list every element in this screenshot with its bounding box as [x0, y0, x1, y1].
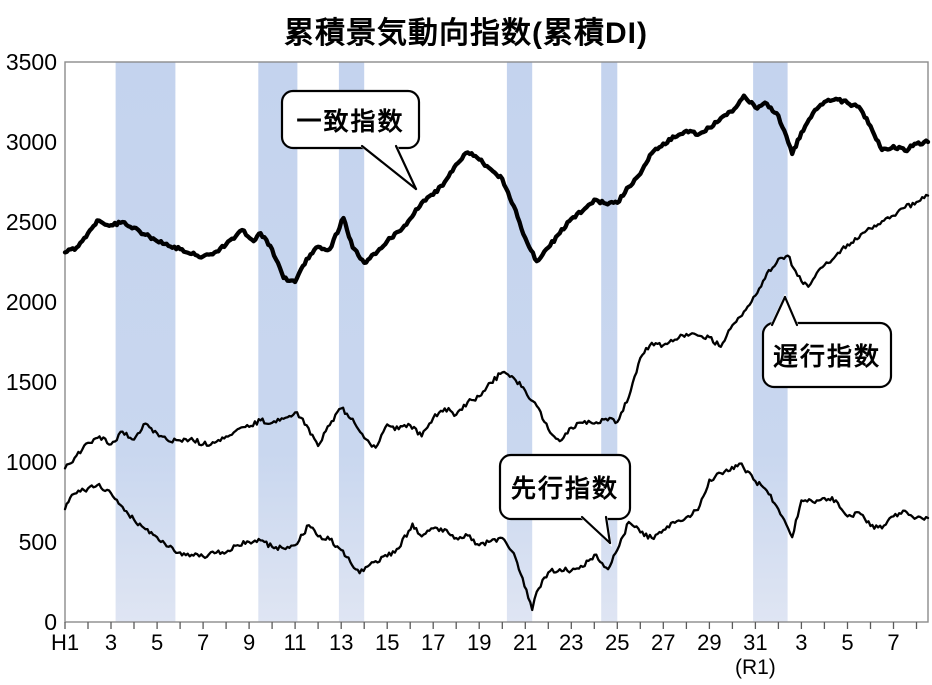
recession-band	[506, 62, 533, 622]
recession-band	[258, 62, 298, 622]
x-axis-label: 7	[887, 630, 899, 655]
x-axis-label: 29	[697, 630, 721, 655]
callout-leading-tail-edge	[580, 515, 612, 545]
x-axis-label: 19	[467, 630, 491, 655]
callout-coincident-tail-edge	[360, 144, 418, 191]
x-axis-label: 25	[605, 630, 629, 655]
callout-coincident-box	[280, 89, 421, 150]
x-axis-label: 5	[841, 630, 853, 655]
leading-line	[63, 462, 930, 612]
y-axis-label: 1000	[6, 449, 57, 475]
coincident-line	[62, 93, 931, 285]
callout-lagging-box	[761, 321, 893, 389]
x-axis-label: 3	[795, 630, 807, 655]
callout-lagging-tail-edge	[770, 295, 787, 327]
y-axis-label: 3500	[6, 49, 57, 75]
plot-border	[64, 61, 929, 623]
x-axis-label: 13	[329, 630, 353, 655]
x-axis-label: 21	[513, 630, 537, 655]
x-axis-label: 23	[559, 630, 583, 655]
callout-lagging-tail-edge	[783, 295, 799, 327]
recession-band	[115, 62, 176, 622]
page-title: 累積景気動向指数(累積DI)	[284, 17, 648, 50]
x-axis-label: 9	[243, 630, 255, 655]
x-axis-label: 7	[197, 630, 209, 655]
x-axis-label: 31	[743, 630, 767, 655]
x-axis-sublabel: (R1)	[735, 656, 776, 679]
x-axis-label: 11	[284, 630, 307, 655]
y-axis-label: 500	[19, 529, 57, 555]
lagging-line	[63, 193, 930, 470]
x-axis-label: 3	[105, 630, 117, 655]
y-axis-label: 0	[44, 609, 57, 635]
recession-band	[338, 62, 365, 622]
callout-leading-tail-edge	[604, 515, 612, 545]
x-axis-label: H1	[51, 630, 79, 655]
callout-leading-box	[498, 453, 632, 521]
y-axis-label: 3000	[6, 129, 57, 155]
callout-coincident-tail-edge	[394, 144, 418, 191]
x-axis-label: 15	[375, 630, 399, 655]
x-axis-label: 5	[151, 630, 163, 655]
y-axis-label: 2500	[6, 209, 57, 235]
x-axis-label: 27	[651, 630, 675, 655]
y-axis-label: 1500	[6, 369, 57, 395]
y-axis-label: 2000	[6, 289, 57, 315]
x-axis-label: 17	[421, 630, 445, 655]
